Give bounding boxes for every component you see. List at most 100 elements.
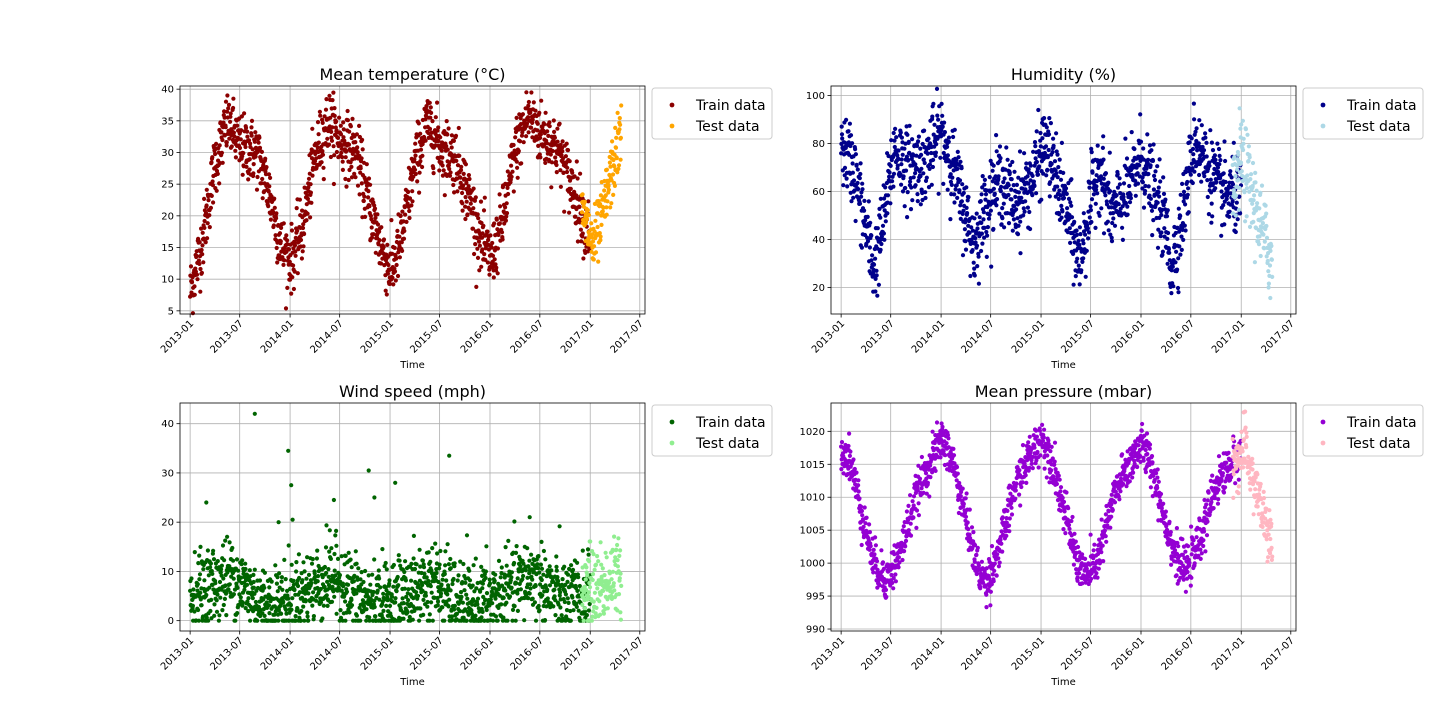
data-point (952, 127, 957, 132)
data-point (431, 171, 436, 176)
data-point (885, 211, 890, 216)
data-point (1236, 207, 1242, 212)
data-point (1182, 223, 1187, 228)
data-point (371, 200, 376, 205)
data-point (918, 146, 923, 151)
data-point (1138, 112, 1143, 117)
data-point (1115, 172, 1120, 177)
data-point (1192, 117, 1197, 122)
data-point (504, 214, 509, 219)
data-point (1089, 150, 1094, 155)
data-point (289, 483, 294, 488)
data-point (253, 599, 258, 605)
data-point (221, 576, 226, 581)
data-point (925, 151, 930, 156)
data-point (381, 608, 386, 614)
data-point (981, 210, 986, 215)
data-point (214, 598, 219, 603)
data-point (351, 579, 356, 584)
data-point (366, 189, 371, 194)
data-point (533, 108, 538, 113)
data-point (194, 253, 199, 258)
data-point (460, 190, 465, 196)
data-point (347, 129, 352, 134)
data-point (291, 263, 296, 268)
data-point (387, 603, 393, 609)
data-point (489, 245, 494, 250)
data-point (1239, 169, 1244, 174)
data-point (306, 572, 312, 578)
data-point (970, 248, 975, 253)
y-tick-label: 0 (168, 616, 174, 627)
data-point (1197, 161, 1202, 167)
data-point (589, 235, 595, 240)
data-point (346, 142, 352, 147)
data-point (856, 187, 861, 192)
data-point (1080, 259, 1085, 264)
data-point (344, 184, 349, 189)
data-point (846, 129, 851, 134)
data-point (200, 243, 205, 248)
data-point (966, 195, 971, 200)
data-point (1245, 132, 1250, 137)
data-point (554, 170, 559, 175)
data-point (246, 138, 252, 143)
data-point (552, 594, 557, 599)
data-point (231, 105, 236, 111)
data-point (1066, 196, 1072, 201)
data-point (575, 560, 580, 565)
data-point (905, 132, 910, 137)
data-point (850, 161, 855, 166)
data-point (360, 147, 365, 152)
data-point (1210, 148, 1216, 153)
data-point (1077, 225, 1082, 230)
data-point (505, 169, 510, 174)
data-point (965, 198, 970, 203)
data-point (354, 613, 359, 618)
data-point (401, 616, 406, 621)
data-point (892, 144, 897, 150)
data-point (285, 285, 290, 290)
y-tick-label: 15 (161, 243, 174, 254)
data-point (1173, 260, 1178, 265)
data-point (231, 558, 236, 563)
data-point (1244, 186, 1250, 191)
data-point (1127, 183, 1132, 189)
data-point (1061, 195, 1067, 201)
data-point (1057, 188, 1062, 193)
data-point (467, 176, 472, 182)
data-point (208, 608, 213, 614)
data-point (463, 162, 468, 167)
legend-label: Test data (1346, 119, 1411, 135)
data-point (543, 557, 548, 562)
data-point (222, 558, 227, 563)
data-point (198, 544, 203, 550)
data-point (1125, 204, 1130, 209)
data-point (873, 256, 878, 261)
data-point (329, 138, 335, 143)
data-point (588, 539, 593, 544)
data-point (271, 209, 276, 215)
data-point (605, 606, 610, 611)
y-tick-label: 30 (161, 468, 174, 479)
data-point (888, 201, 893, 206)
data-point (1006, 183, 1011, 188)
data-point (366, 195, 371, 200)
data-point (476, 239, 482, 244)
data-point (1215, 141, 1220, 146)
data-point (245, 134, 250, 139)
data-point (1175, 225, 1180, 230)
data-point (1253, 170, 1258, 175)
data-point (1155, 245, 1161, 250)
data-point (294, 560, 299, 565)
data-point (1253, 180, 1258, 185)
data-point (444, 144, 449, 149)
data-point (461, 561, 466, 567)
data-point (213, 581, 218, 586)
data-point (409, 203, 414, 208)
data-point (391, 584, 396, 589)
data-point (1266, 281, 1271, 286)
data-point (286, 596, 291, 601)
data-point (384, 567, 389, 572)
data-point (272, 196, 277, 201)
